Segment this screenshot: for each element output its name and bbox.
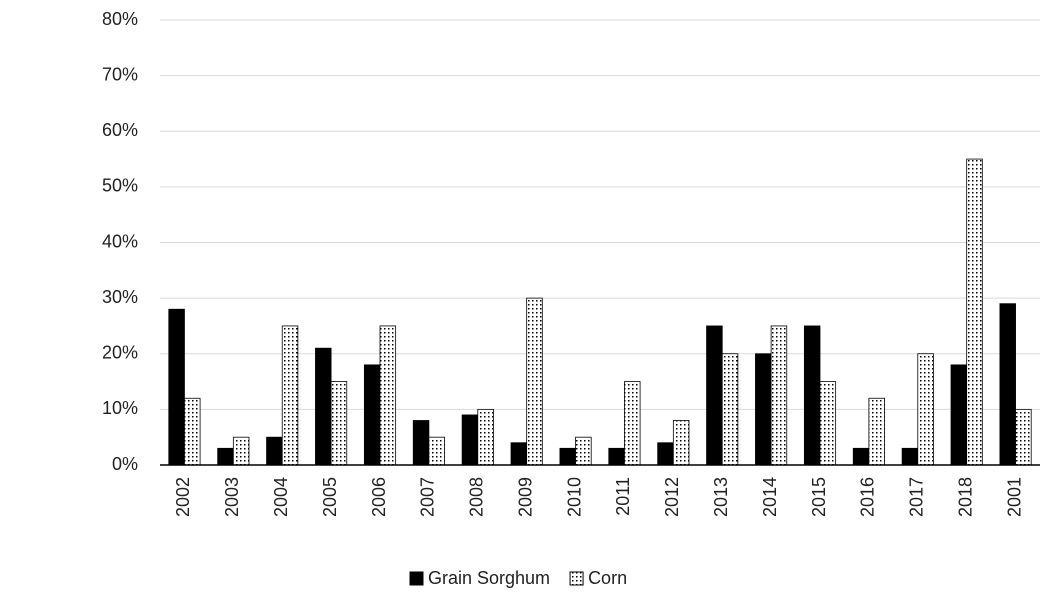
bar — [428, 436, 445, 466]
bar — [917, 353, 934, 466]
y-tick-label: 70% — [102, 64, 138, 84]
y-tick-label: 30% — [102, 287, 138, 307]
y-tick-label: 50% — [102, 176, 138, 196]
bar — [266, 436, 283, 466]
x-tick-label: 2012 — [662, 477, 682, 517]
x-tick-label: 2016 — [858, 477, 878, 517]
bar — [966, 158, 983, 466]
y-tick-label: 80% — [102, 9, 138, 29]
bar — [721, 353, 739, 466]
bar — [1015, 408, 1032, 466]
bar — [412, 420, 430, 466]
x-tick-label: 2001 — [1004, 477, 1024, 517]
bar — [510, 442, 528, 466]
y-tick-label: 40% — [102, 231, 138, 251]
bar — [363, 364, 381, 466]
bar — [624, 381, 641, 466]
bar — [657, 442, 674, 466]
bar — [950, 364, 968, 466]
x-tick-label: 2009 — [515, 477, 535, 517]
y-tick-label: 10% — [102, 398, 138, 418]
bar — [868, 397, 885, 466]
bar — [232, 436, 250, 466]
bar — [672, 420, 690, 466]
x-tick-label: 2003 — [222, 477, 242, 517]
x-tick-label: 2014 — [760, 477, 780, 517]
x-tick-label: 2002 — [173, 477, 193, 517]
legend-swatch — [409, 571, 424, 586]
y-tick-label: 20% — [102, 343, 138, 363]
bar — [379, 325, 397, 466]
x-tick-label: 2011 — [613, 477, 633, 516]
bar — [852, 447, 870, 466]
x-tick-label: 2010 — [564, 477, 584, 517]
bar — [559, 447, 576, 466]
bar — [755, 353, 772, 466]
bar — [184, 397, 201, 466]
legend-label: Corn — [588, 568, 627, 588]
x-tick-label: 2006 — [369, 477, 389, 517]
bar — [330, 381, 348, 466]
y-tick-label: 60% — [102, 120, 138, 140]
bar — [461, 414, 479, 466]
bar — [315, 347, 332, 466]
bar — [217, 447, 234, 466]
x-tick-label: 2007 — [418, 477, 438, 517]
x-tick-label: 2018 — [955, 477, 975, 517]
bar — [819, 381, 837, 466]
legend-swatch — [569, 571, 584, 586]
bar — [706, 325, 723, 466]
bar — [999, 303, 1016, 466]
bar — [803, 325, 821, 466]
bar — [477, 408, 494, 466]
bar — [608, 447, 625, 466]
bar — [575, 436, 592, 466]
y-tick-label: 0% — [112, 454, 138, 474]
legend-label: Grain Sorghum — [428, 568, 550, 588]
bar — [168, 308, 185, 466]
bar — [281, 325, 299, 466]
x-tick-label: 2015 — [809, 477, 829, 517]
bar — [901, 447, 919, 466]
x-tick-label: 2008 — [467, 477, 487, 517]
x-tick-label: 2017 — [907, 477, 927, 517]
bar — [770, 325, 788, 466]
bar — [526, 297, 543, 466]
x-tick-label: 2004 — [271, 477, 291, 517]
x-tick-label: 2005 — [320, 477, 340, 517]
x-tick-label: 2013 — [711, 477, 731, 517]
